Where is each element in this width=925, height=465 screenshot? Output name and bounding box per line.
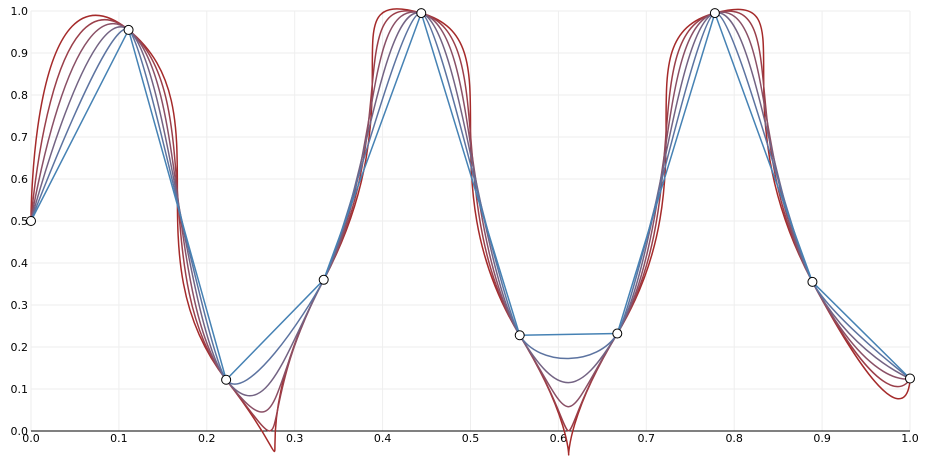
- y-tick-label: 0.0: [11, 425, 29, 438]
- x-tick-label: 1.0: [901, 432, 919, 445]
- point: [221, 374, 232, 385]
- y-tick-label: 0.6: [11, 173, 29, 186]
- y-tick-label: 0.5: [11, 215, 29, 228]
- curve: [30, 12, 911, 397]
- point: [709, 8, 720, 19]
- x-tick-label: 0.8: [725, 432, 743, 445]
- curve: [30, 11, 911, 413]
- point: [905, 373, 915, 384]
- x-tick-label: 0.5: [462, 432, 480, 445]
- point: [123, 24, 134, 35]
- point: [807, 276, 818, 287]
- x-tick-label: 0.7: [638, 432, 656, 445]
- y-tick-label: 0.9: [11, 47, 29, 60]
- x-tick-label: 0.6: [550, 432, 568, 445]
- y-tick-label: 0.3: [11, 299, 29, 312]
- point: [514, 330, 525, 341]
- x-tick-label: 0.9: [813, 432, 831, 445]
- x-tick-label: 0.2: [198, 432, 216, 445]
- point: [318, 274, 329, 285]
- y-tick-label: 1.0: [11, 5, 29, 18]
- x-tick-label: 0.1: [110, 432, 128, 445]
- x-tick-label: 0.3: [286, 432, 304, 445]
- point: [612, 328, 623, 339]
- y-tick-label: 0.2: [11, 341, 29, 354]
- y-tick-label: 0.7: [11, 131, 29, 144]
- curve: [30, 12, 911, 385]
- x-tick-label: 0.0: [22, 432, 40, 445]
- point: [416, 8, 427, 19]
- curve: [30, 10, 911, 382]
- y-tick-label: 0.4: [11, 257, 29, 270]
- x-tick-label: 0.4: [374, 432, 392, 445]
- y-tick-label: 0.8: [11, 89, 29, 102]
- y-tick-label: 0.1: [11, 383, 29, 396]
- point: [26, 216, 36, 226]
